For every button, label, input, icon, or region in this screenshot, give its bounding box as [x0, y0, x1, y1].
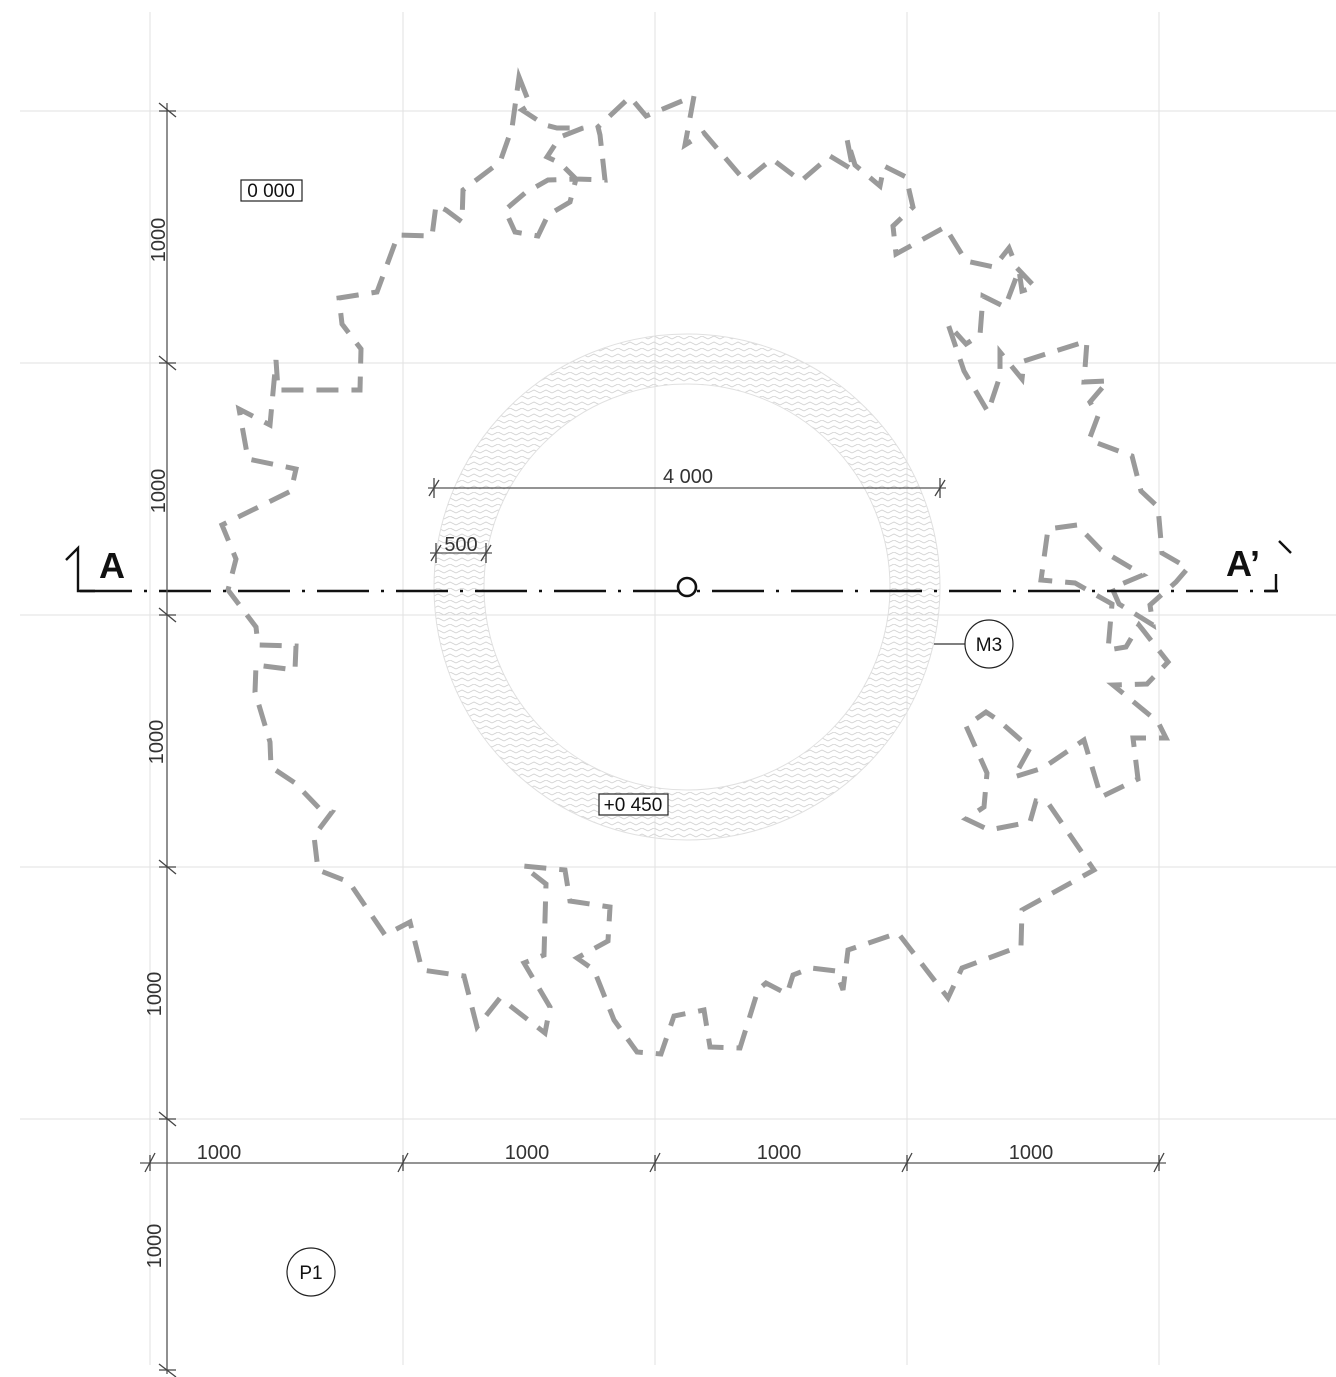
level-platform-value: +0 450	[604, 795, 663, 816]
material-tag: M3	[934, 619, 1014, 669]
section-marker-left-icon	[65, 545, 95, 593]
ring-width-dimension: 500	[430, 534, 492, 563]
plant-tag: P1	[286, 1247, 336, 1297]
ring-width-label: 500	[444, 534, 477, 556]
horizontal-dimension-chain: 1000 1000 1000 1000	[140, 1142, 1166, 1173]
level-tag-ground: 0 000	[240, 179, 303, 202]
section-label-end: A’	[1226, 543, 1260, 584]
horizontal-dimension-3: 1000	[757, 1142, 802, 1164]
tree-canopy-outline	[218, 67, 1192, 1057]
level-ground-value: 0 000	[247, 181, 295, 202]
ring-diameter-label: 4 000	[663, 466, 713, 488]
vertical-dimension-chain: 1000 1000 1000 1000 1000	[144, 102, 177, 1377]
center-marker-icon	[676, 576, 698, 598]
vertical-dimension-1: 1000	[148, 218, 170, 263]
horizontal-dimension-2: 1000	[505, 1142, 550, 1164]
vertical-dimension-3: 1000	[146, 720, 168, 765]
section-line-a: A A’	[65, 540, 1292, 598]
circular-platform-ring	[433, 333, 941, 841]
horizontal-dimension-1: 1000	[197, 1142, 242, 1164]
horizontal-dimension-4: 1000	[1009, 1142, 1054, 1164]
section-marker-right-icon	[1264, 574, 1278, 593]
vertical-dimension-5: 1000	[144, 1224, 166, 1269]
vertical-dimension-4: 1000	[144, 972, 166, 1017]
plant-tag-label: P1	[299, 1263, 322, 1284]
ring-diameter-dimension: 4 000	[428, 466, 946, 498]
section-arrow-right-icon	[1278, 540, 1292, 554]
vertical-dimension-2: 1000	[148, 469, 170, 514]
level-tag-platform: +0 450	[598, 793, 669, 816]
section-label-start: A	[99, 545, 125, 586]
material-tag-label: M3	[976, 635, 1002, 656]
